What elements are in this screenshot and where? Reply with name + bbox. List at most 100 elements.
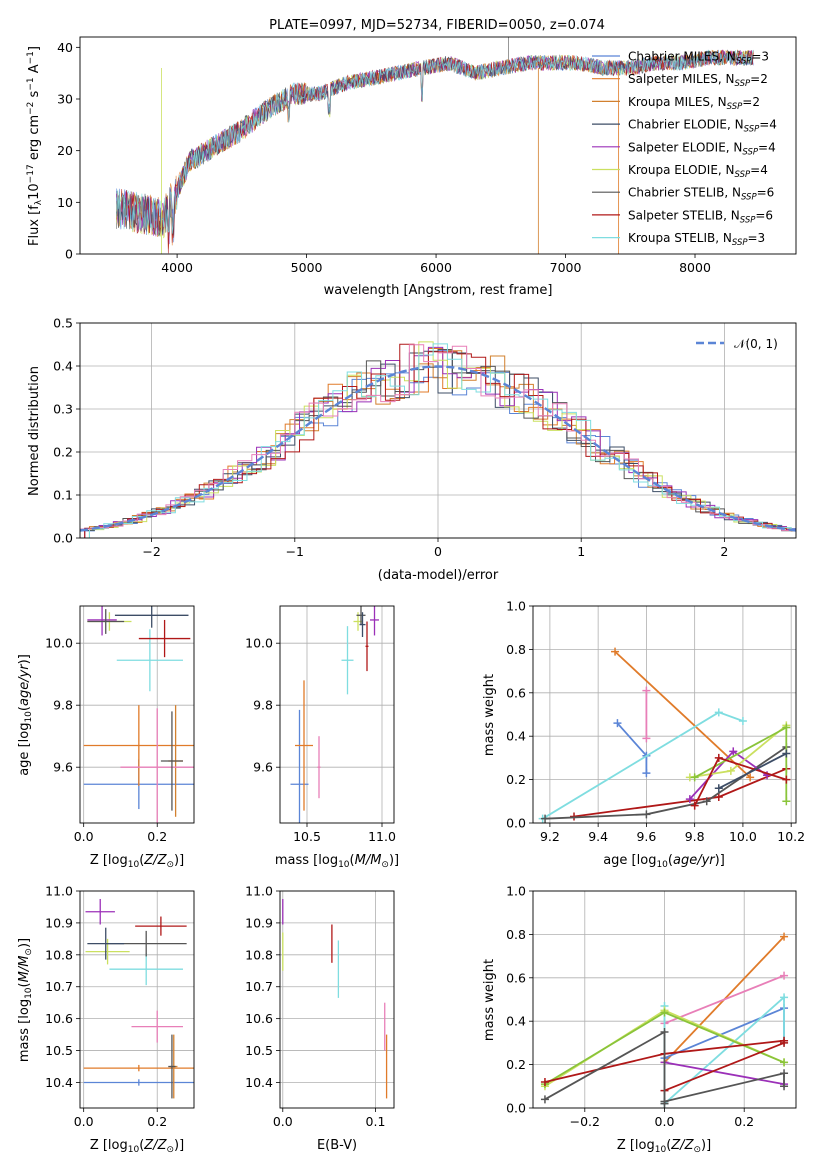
legend-entry-sub: SSP <box>732 238 748 248</box>
y-tick-label: 0.4 <box>506 729 526 744</box>
x-tick-label: 0.2 <box>147 1114 167 1129</box>
y-tick-label: 10.0 <box>245 636 273 651</box>
weight-line-chab_stelib <box>545 746 787 820</box>
histogram-salp_miles <box>84 348 796 538</box>
weight-point <box>642 810 651 819</box>
legend-entry-sub: SSP <box>742 147 758 157</box>
plot-area <box>83 606 194 823</box>
histogram-pink <box>80 344 796 538</box>
weight-point <box>642 686 651 695</box>
weight-point <box>714 708 723 717</box>
weight-line-salp_stelib <box>573 767 787 818</box>
y-tick-label: 10.4 <box>45 1075 73 1090</box>
x-tick-label: 0.0 <box>655 1114 675 1129</box>
x-tick-label: 0.1 <box>366 1114 386 1129</box>
y-tick-label: 1.0 <box>506 884 526 899</box>
y-tick-label: 10.8 <box>245 947 273 962</box>
x-tick-label: 4000 <box>161 260 193 275</box>
legend-entry-base: Kroupa MILES, N <box>628 95 727 109</box>
x-tick-label: 9.8 <box>685 829 705 844</box>
legend-entry-sub: SSP <box>740 215 756 225</box>
x-tick-label: 10.0 <box>729 829 757 844</box>
y-tick-label: 0.4 <box>53 359 73 374</box>
y-tick-label: 0.2 <box>506 772 526 787</box>
y-tick-label: 10 <box>57 195 73 210</box>
weight-point <box>685 795 694 804</box>
y-tick-label: 0.2 <box>506 1057 526 1072</box>
plot-3: 10.5 11.0 9.6 9.8 10.0 mass [log10(M/M⊙)] <box>245 605 399 870</box>
x-tick-label: 6000 <box>420 260 452 275</box>
x-tick-label: 5000 <box>291 260 323 275</box>
legend-entry: 𝒩(0, 1) <box>734 337 778 351</box>
x-axis-label: Z [log10(Z/Z⊙)] <box>617 1138 711 1155</box>
plot-area <box>83 898 194 1099</box>
y-tick-label: 9.6 <box>253 760 273 775</box>
legend-entry-base: Salpeter MILES, N <box>628 72 735 86</box>
y-tick-label: 0.6 <box>506 970 526 985</box>
x-axis-label: (data-model)/error <box>378 568 499 583</box>
y-tick-label: 0.3 <box>53 402 73 417</box>
legend-entry-sub: SSP <box>735 79 751 89</box>
y-tick-label: 10.0 <box>45 636 73 651</box>
plot-area <box>538 647 791 823</box>
spectrum-line-krou_stelib <box>116 49 754 236</box>
x-axis-label: age [log10(age/yr)] <box>603 853 725 870</box>
x-axis-label: mass [log10(M/M⊙)] <box>275 853 399 870</box>
y-tick-label: 30 <box>57 92 73 107</box>
weight-point <box>780 932 789 941</box>
weight-line-krou_elodie <box>689 724 787 779</box>
y-tick-label: 0.1 <box>53 488 73 503</box>
legend-entry: Kroupa STELIB, NSSP=3 <box>628 231 765 248</box>
weight-point <box>780 1069 789 1078</box>
legend-entry-base: Chabrier MILES, N <box>628 50 736 64</box>
y-tick-label: 11.0 <box>45 884 73 899</box>
y-tick-label: 10.9 <box>245 915 273 930</box>
legend-entry-tail: =4 <box>759 118 777 132</box>
y-tick-label: 0.2 <box>53 445 73 460</box>
y-tick-label: 10.8 <box>45 947 73 962</box>
y-tick-label: 10.7 <box>245 979 273 994</box>
x-axis-label: E(B-V) <box>317 1138 357 1153</box>
legend-entry-tail: =3 <box>748 231 766 245</box>
legend-entry-tail: =6 <box>755 208 773 222</box>
x-axis-label: Z [log10(Z/Z⊙)] <box>90 853 184 870</box>
x-tick-label: 11.0 <box>368 829 396 844</box>
x-tick-label: 2 <box>720 544 728 559</box>
legend-entry: Salpeter MILES, NSSP=2 <box>628 72 768 89</box>
y-tick-label: 0.4 <box>506 1014 526 1029</box>
x-tick-label: 0.0 <box>74 1114 94 1129</box>
axes-frame <box>79 890 195 1109</box>
axes-frame <box>79 36 797 255</box>
legend-entry: Salpeter ELODIE, NSSP=4 <box>628 140 776 157</box>
weight-point <box>660 1008 669 1017</box>
weight-point <box>642 734 651 743</box>
weight-line-krou_stelib <box>542 711 744 820</box>
x-axis-label: wavelength [Angstrom, rest frame] <box>324 283 553 298</box>
y-tick-label: 11.0 <box>245 884 273 899</box>
x-tick-label: 10.2 <box>777 829 805 844</box>
y-tick-label: 9.8 <box>53 698 73 713</box>
x-axis-label: Z [log10(Z/Z⊙)] <box>90 1138 184 1155</box>
x-tick-label: 0.2 <box>734 1114 754 1129</box>
x-tick-label: 7000 <box>550 260 582 275</box>
legend-entry-sub: SSP <box>736 57 752 67</box>
plot-area <box>540 932 789 1108</box>
plot-0: 4000 5000 6000 7000 8000 0 10 20 30 40 PLATE=0997,… <box>26 18 797 298</box>
x-tick-label: 9.6 <box>636 829 656 844</box>
legend-entry-tail: =4 <box>750 163 768 177</box>
legend-entry-tail: =2 <box>750 72 768 86</box>
histogram-krou_stelib <box>88 343 796 538</box>
y-tick-label: 20 <box>57 143 73 158</box>
legend-entry: Chabrier MILES, NSSP=3 <box>628 50 769 67</box>
weight-point <box>660 1028 669 1037</box>
y-tick-label: 10.7 <box>45 979 73 994</box>
y-tick-label: 1.0 <box>506 599 526 614</box>
plot-7: −0.2 0.0 0.2 0.0 0.2 0.4 0.6 0.8 1.0 Z [log10(Z/Z… <box>482 884 797 1155</box>
legend-entry-sub: SSP <box>727 102 743 112</box>
plot-6: 0.0 0.1 10.4 10.5 10.6 10.7 10.8 10.9 11.0 E(B-V) <box>245 884 395 1153</box>
weight-point <box>690 801 699 810</box>
y-tick-label: 0.0 <box>506 1101 526 1116</box>
weight-point <box>780 1038 789 1047</box>
y-tick-label: 10.6 <box>245 1011 273 1026</box>
